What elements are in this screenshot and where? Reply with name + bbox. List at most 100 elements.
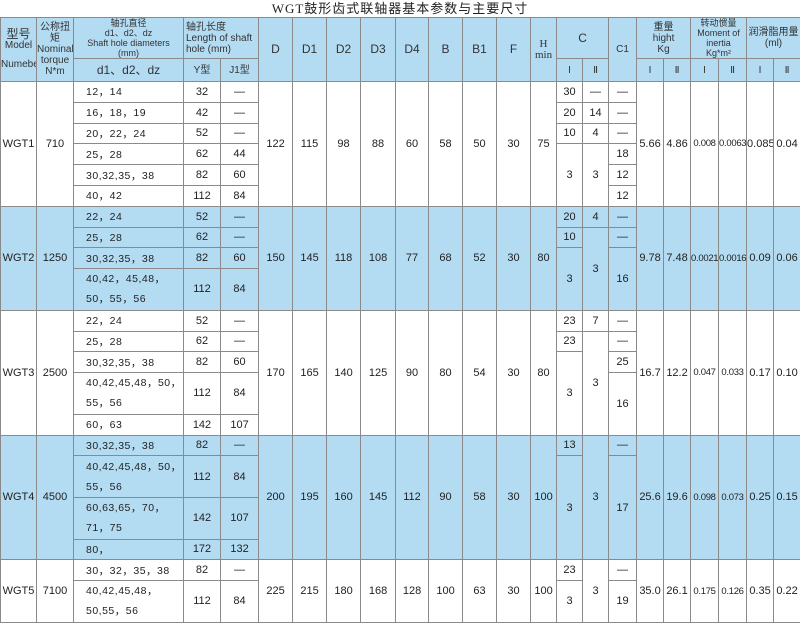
header-D3: D3 xyxy=(360,17,397,82)
bore-diameters-cell: 22，24 xyxy=(73,205,184,228)
c1-cell: — xyxy=(608,434,638,457)
dim-h-cell: 80 xyxy=(530,205,558,311)
c1-cell: — xyxy=(608,330,638,353)
table-row: WGT4 4500 30,32,35，38 82—200 195 160 145 112 90 5… xyxy=(0,434,800,561)
header-D4: D4 xyxy=(395,17,430,82)
bore-diameters-cell: 25，28 xyxy=(73,330,184,353)
length-y-cell: 82 xyxy=(183,351,221,374)
length-y-cell: 62 xyxy=(183,143,221,166)
grease-ii-cell: 0.06 xyxy=(773,205,800,311)
header-model: 型号ModelNumeber xyxy=(0,17,37,82)
length-j-cell: — xyxy=(219,559,260,582)
header-weight-i: I xyxy=(636,58,665,82)
torque-cell: 4500 xyxy=(36,434,74,561)
dim-b-cell: 100 xyxy=(428,559,464,623)
header-torque: 公称扭矩 Nominal torque N*m xyxy=(36,17,74,82)
header-weight: 重量 hight Kg xyxy=(636,17,692,59)
length-y-cell: 142 xyxy=(183,413,221,436)
bore-diameters-cell: 30,32,35，38 xyxy=(73,247,184,270)
c-i-cell: 30 xyxy=(556,81,584,103)
weight-ii-cell: 12.2 xyxy=(663,309,692,436)
table-row: 25，28 62—10 3— xyxy=(1,226,800,311)
table-row: WGT3 2500 22，24 52—170 165 140 125 90 80 54 30 80 23… xyxy=(0,309,800,436)
length-j-cell: 107 xyxy=(219,496,260,540)
dim-b-cell: 58 xyxy=(428,81,464,207)
dim-d1-cell: 165 xyxy=(292,309,328,436)
bore-diameters-cell: 40,42,45,48，50，55，56 xyxy=(73,372,184,415)
header-D2: D2 xyxy=(326,17,362,82)
c1-cell: 16 xyxy=(608,372,638,436)
length-y-cell: 52 xyxy=(183,205,221,228)
bore-diameters-cell: 22，24 xyxy=(73,309,184,332)
c-ii-cell: 3 xyxy=(582,559,610,623)
table-body: WGT1 710 12，14 32—122 115 98 88 60 58 50 30 75 30— —5… xyxy=(0,81,800,623)
c-ii-cell: 3 xyxy=(582,434,610,561)
length-j-cell: — xyxy=(219,434,260,457)
dim-d-cell: 150 xyxy=(258,205,294,311)
c1-cell: 16 xyxy=(608,247,638,311)
c-i-cell: 13 xyxy=(556,434,584,457)
grease-i-cell: 0.17 xyxy=(746,309,775,436)
dim-d2-cell: 98 xyxy=(326,81,362,207)
c1-cell: 19 xyxy=(608,580,638,623)
header-length: 轴孔长度 Length of shaft hole (mm) xyxy=(182,17,260,59)
grease-i-cell: 0.35 xyxy=(746,559,775,623)
length-j-cell: 84 xyxy=(219,455,260,498)
c1-cell: — xyxy=(608,309,638,332)
length-y-cell: 112 xyxy=(183,455,221,498)
length-j-cell: — xyxy=(219,330,260,353)
header-C: C xyxy=(556,17,610,59)
length-j-cell: 132 xyxy=(219,538,260,561)
dim-h-cell: 100 xyxy=(530,559,558,623)
dim-d-cell: 170 xyxy=(258,309,294,436)
inertia-ii-cell: 0.126 xyxy=(718,559,748,623)
length-j-cell: 60 xyxy=(219,351,260,374)
torque-cell: 710 xyxy=(36,81,74,207)
dim-b-cell: 90 xyxy=(428,434,464,561)
weight-ii-cell: 4.86 xyxy=(663,81,692,207)
c-ii-cell: 7 xyxy=(582,309,610,332)
length-y-cell: 82 xyxy=(183,559,221,582)
length-y-cell: 112 xyxy=(183,580,221,623)
length-y-cell: 52 xyxy=(183,309,221,332)
header-D1: D1 xyxy=(292,17,328,82)
bore-diameters-cell: 60,63,65，70，71，75 xyxy=(73,496,184,540)
header-inertia-i: I xyxy=(690,58,720,82)
length-y-cell: 82 xyxy=(183,164,221,186)
header-inertia-ii: Ⅱ xyxy=(718,58,748,82)
dim-f-cell: 30 xyxy=(496,434,532,561)
length-j-cell: 107 xyxy=(219,413,260,436)
bore-diameters-cell: 16，18，19 xyxy=(73,101,184,124)
weight-ii-cell: 7.48 xyxy=(663,205,692,311)
length-y-cell: 172 xyxy=(183,538,221,561)
header-grease-ii: Ⅱ xyxy=(773,58,800,82)
dim-d-cell: 122 xyxy=(258,81,294,207)
table-row: 40,42,45,48，50，55，56 112 84 3 17 xyxy=(1,455,800,561)
table-row: WGT1 710 12，14 32—122 115 98 88 60 58 50 30 75 30— —5… xyxy=(0,81,800,207)
c-ii-cell: 14 xyxy=(582,101,610,124)
bore-diameters-cell: 20，22，24 xyxy=(73,122,184,145)
bore-diameters-cell: 25，28 xyxy=(73,143,184,166)
header-c-ii: Ⅱ xyxy=(582,58,610,82)
dim-d4-cell: 90 xyxy=(395,309,430,436)
table-row: 60,63,65，70，71，75 142 107 xyxy=(1,496,800,540)
c-ii-cell: 4 xyxy=(582,205,610,228)
length-y-cell: 112 xyxy=(183,184,221,207)
header-inertia: 转动惯量 Moment of inertia Kg*m² xyxy=(690,17,748,59)
header-grease: 润滑脂用量 (ml) xyxy=(746,17,800,59)
grease-i-cell: 0.25 xyxy=(746,434,775,561)
torque-cell: 1250 xyxy=(36,205,74,311)
dim-b1-cell: 50 xyxy=(462,81,498,207)
dim-d3-cell: 125 xyxy=(360,309,397,436)
c-i-cell: 20 xyxy=(556,101,584,124)
length-y-cell: 62 xyxy=(183,330,221,353)
length-y-cell: 82 xyxy=(183,247,221,270)
torque-cell: 7100 xyxy=(36,559,74,623)
length-y-cell: 52 xyxy=(183,122,221,145)
dim-b1-cell: 58 xyxy=(462,434,498,561)
length-j-cell: 84 xyxy=(219,268,260,311)
dim-d2-cell: 180 xyxy=(326,559,362,623)
weight-i-cell: 9.78 xyxy=(636,205,665,311)
length-y-cell: 142 xyxy=(183,496,221,540)
dim-f-cell: 30 xyxy=(496,81,532,207)
